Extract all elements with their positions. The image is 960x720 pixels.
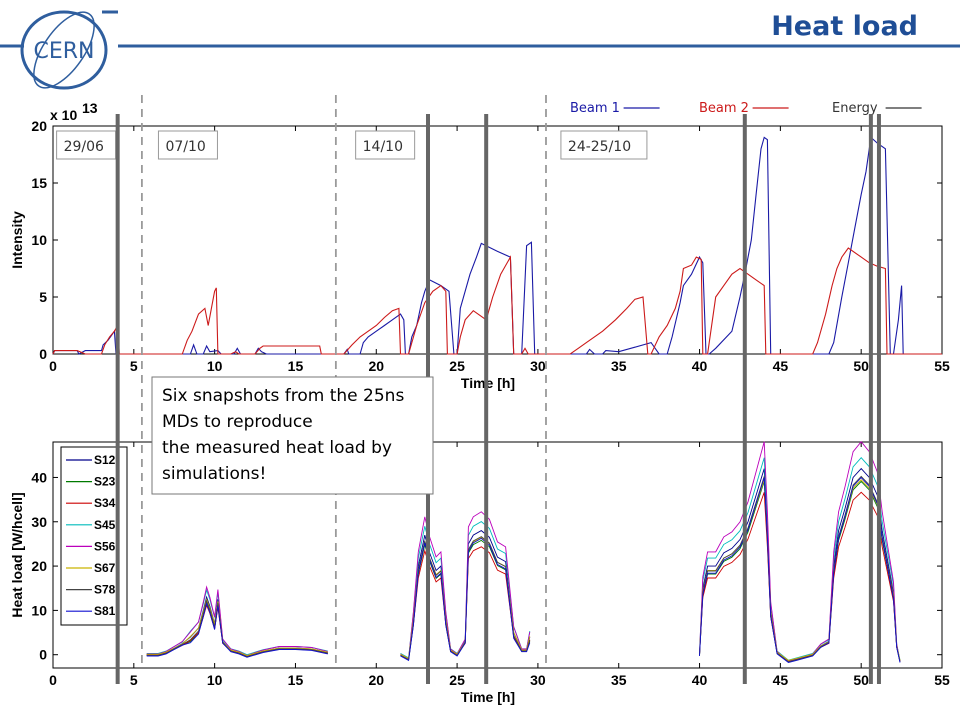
series-line-s78 xyxy=(146,475,901,663)
x-tick-label: 25 xyxy=(449,358,465,374)
x-tick-label: 30 xyxy=(530,672,546,688)
annotation-text: simulations! xyxy=(162,464,266,484)
date-label: 29/06 xyxy=(64,139,104,155)
series-line-beam-2 xyxy=(52,247,942,355)
date-label: 24-25/10 xyxy=(568,139,631,155)
x-tick-label: 50 xyxy=(853,672,869,688)
x-tick-label: 20 xyxy=(368,672,384,688)
y-tick-label: 0 xyxy=(39,647,47,663)
date-label-box xyxy=(560,130,648,160)
x-tick-label: 55 xyxy=(934,672,950,688)
annotation-text: the measured heat load by xyxy=(162,438,392,458)
overlay: Six snapshots from the 25ns MDs to reprod… xyxy=(115,95,881,684)
y-tick-label: 20 xyxy=(31,118,47,134)
x-tick-label: 45 xyxy=(773,358,789,374)
date-label-box xyxy=(355,130,416,160)
y-tick-label: 5 xyxy=(39,289,47,305)
series-line-s12 xyxy=(146,467,901,662)
sector-legend-label: S12 xyxy=(94,453,116,467)
sector-legend-label: S56 xyxy=(94,539,116,553)
x-tick-label: 5 xyxy=(130,358,138,374)
y-tick-label: 0 xyxy=(39,346,47,362)
slide-title: Heat load xyxy=(771,11,918,42)
header: CERN Heat load xyxy=(0,10,960,90)
cern-logo: CERN xyxy=(20,10,118,90)
x-tick-label: 20 xyxy=(368,358,384,374)
top-legend: Beam 1 Beam 2 Energy xyxy=(570,101,922,116)
x-tick-label: 15 xyxy=(288,358,304,374)
y-tick-label: 15 xyxy=(31,175,47,191)
x-tick-label: 40 xyxy=(692,358,708,374)
top-legend-label: Beam 2 xyxy=(699,101,749,116)
y-axis-label: Heat load [W/hcell] xyxy=(9,492,25,617)
y-tick-label: 20 xyxy=(31,558,47,574)
y-tick-label: 30 xyxy=(31,514,47,530)
x-tick-label: 30 xyxy=(530,358,546,374)
x-tick-label: 10 xyxy=(207,358,223,374)
x-tick-label: 10 xyxy=(207,672,223,688)
date-label: 14/10 xyxy=(363,139,403,155)
sector-legend-label: S34 xyxy=(94,496,116,510)
x-tick-label: 5 xyxy=(130,672,138,688)
series-line-s67 xyxy=(146,479,901,661)
plot-frame xyxy=(52,125,943,355)
x-tick-label: 40 xyxy=(692,672,708,688)
annotation-box: Six snapshots from the 25ns MDs to reprod… xyxy=(151,376,434,495)
date-label-box xyxy=(56,130,117,160)
y-axis-label: Intensity xyxy=(9,211,25,269)
y-tick-label: 10 xyxy=(31,232,47,248)
series-line-s81 xyxy=(146,476,901,663)
x-tick-label: 35 xyxy=(611,672,627,688)
x-tick-label: 25 xyxy=(449,672,465,688)
series-line-s23 xyxy=(146,480,901,663)
sector-legend-label: S67 xyxy=(94,561,116,575)
top-legend-label: Beam 1 xyxy=(570,101,620,116)
x-tick-label: 50 xyxy=(853,358,869,374)
y-exponent-label: x 10 xyxy=(50,107,77,123)
series-line-s34 xyxy=(146,491,901,662)
series-line-beam-1 xyxy=(52,136,942,355)
x-tick-label: 55 xyxy=(934,358,950,374)
x-tick-label: 15 xyxy=(288,672,304,688)
y-tick-label: 40 xyxy=(31,469,47,485)
sector-legend-label: S78 xyxy=(94,583,116,597)
annotation-frame xyxy=(151,376,434,495)
annotation-text: MDs to reproduce xyxy=(162,412,313,432)
heat-load-chart: 0 5 10 15 20 25 30 35 40 45 50 55 0 10 20 30 40 Time [h] H… xyxy=(9,440,950,705)
sector-legend-label: S23 xyxy=(94,475,116,489)
top-legend-label: Energy xyxy=(832,101,878,116)
sector-legend-label: S45 xyxy=(94,518,116,532)
cern-logo-text: CERN xyxy=(33,39,94,64)
sector-legend-label: S81 xyxy=(94,604,116,618)
x-tick-label: 45 xyxy=(773,672,789,688)
x-tick-label: 0 xyxy=(49,358,57,374)
date-label-box xyxy=(157,130,218,160)
x-axis-label: Time [h] xyxy=(461,689,515,705)
plot-frame xyxy=(52,441,943,669)
annotation-text: Six snapshots from the 25ns xyxy=(162,386,404,406)
x-tick-label: 0 xyxy=(49,672,57,688)
date-label: 07/10 xyxy=(165,139,205,155)
y-exponent-power: 13 xyxy=(82,100,98,116)
y-tick-label: 10 xyxy=(31,602,47,618)
x-tick-label: 35 xyxy=(611,358,627,374)
